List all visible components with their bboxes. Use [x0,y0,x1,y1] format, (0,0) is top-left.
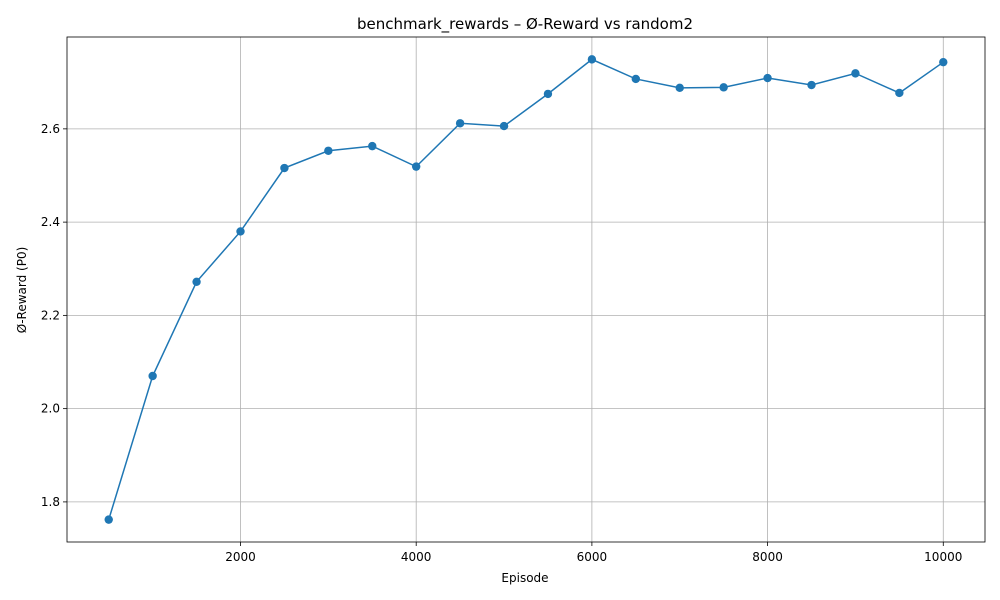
data-point [455,119,465,128]
data-point [104,515,113,524]
data-point [324,146,333,155]
data-point [807,80,816,90]
data-point [368,141,377,151]
data-point [939,57,948,67]
data-point [543,89,553,99]
data-point [851,69,860,78]
x-tick-label: 10000 [924,550,962,564]
data-point [280,163,289,173]
x-tick-label: 6000 [577,550,608,564]
grid [67,37,985,542]
data-point [675,83,684,93]
y-axis-ticks: 1.8 2.0 2.2 2.4 2.6 [41,122,67,509]
data-point [895,88,904,98]
data-point [631,74,641,84]
data-point [719,83,728,92]
chart-title: benchmark_rewards – Ø-Reward vs random2 [357,15,693,34]
x-axis-ticks: 2000 4000 6000 8000 10000 [225,542,962,564]
data-point [148,371,157,381]
x-tick-label: 2000 [225,550,256,564]
data-point [411,162,421,171]
data-point [236,227,245,236]
x-tick-label: 8000 [752,550,783,564]
data-point [499,121,509,131]
data-point [587,55,597,64]
x-axis-label: Episode [501,571,548,585]
y-tick-label: 2.0 [41,402,60,416]
y-tick-label: 2.4 [41,215,60,229]
plot-area-frame [66,36,986,543]
data-point [763,73,772,83]
data-point [192,277,201,287]
x-tick-label: 4000 [401,550,432,564]
y-axis-label: Ø-Reward (P0) [15,247,29,334]
series-layer [104,55,948,524]
y-tick-label: 1.8 [41,495,60,509]
y-tick-label: 2.2 [41,308,60,322]
y-tick-label: 2.6 [41,122,60,136]
series-line [108,58,944,520]
